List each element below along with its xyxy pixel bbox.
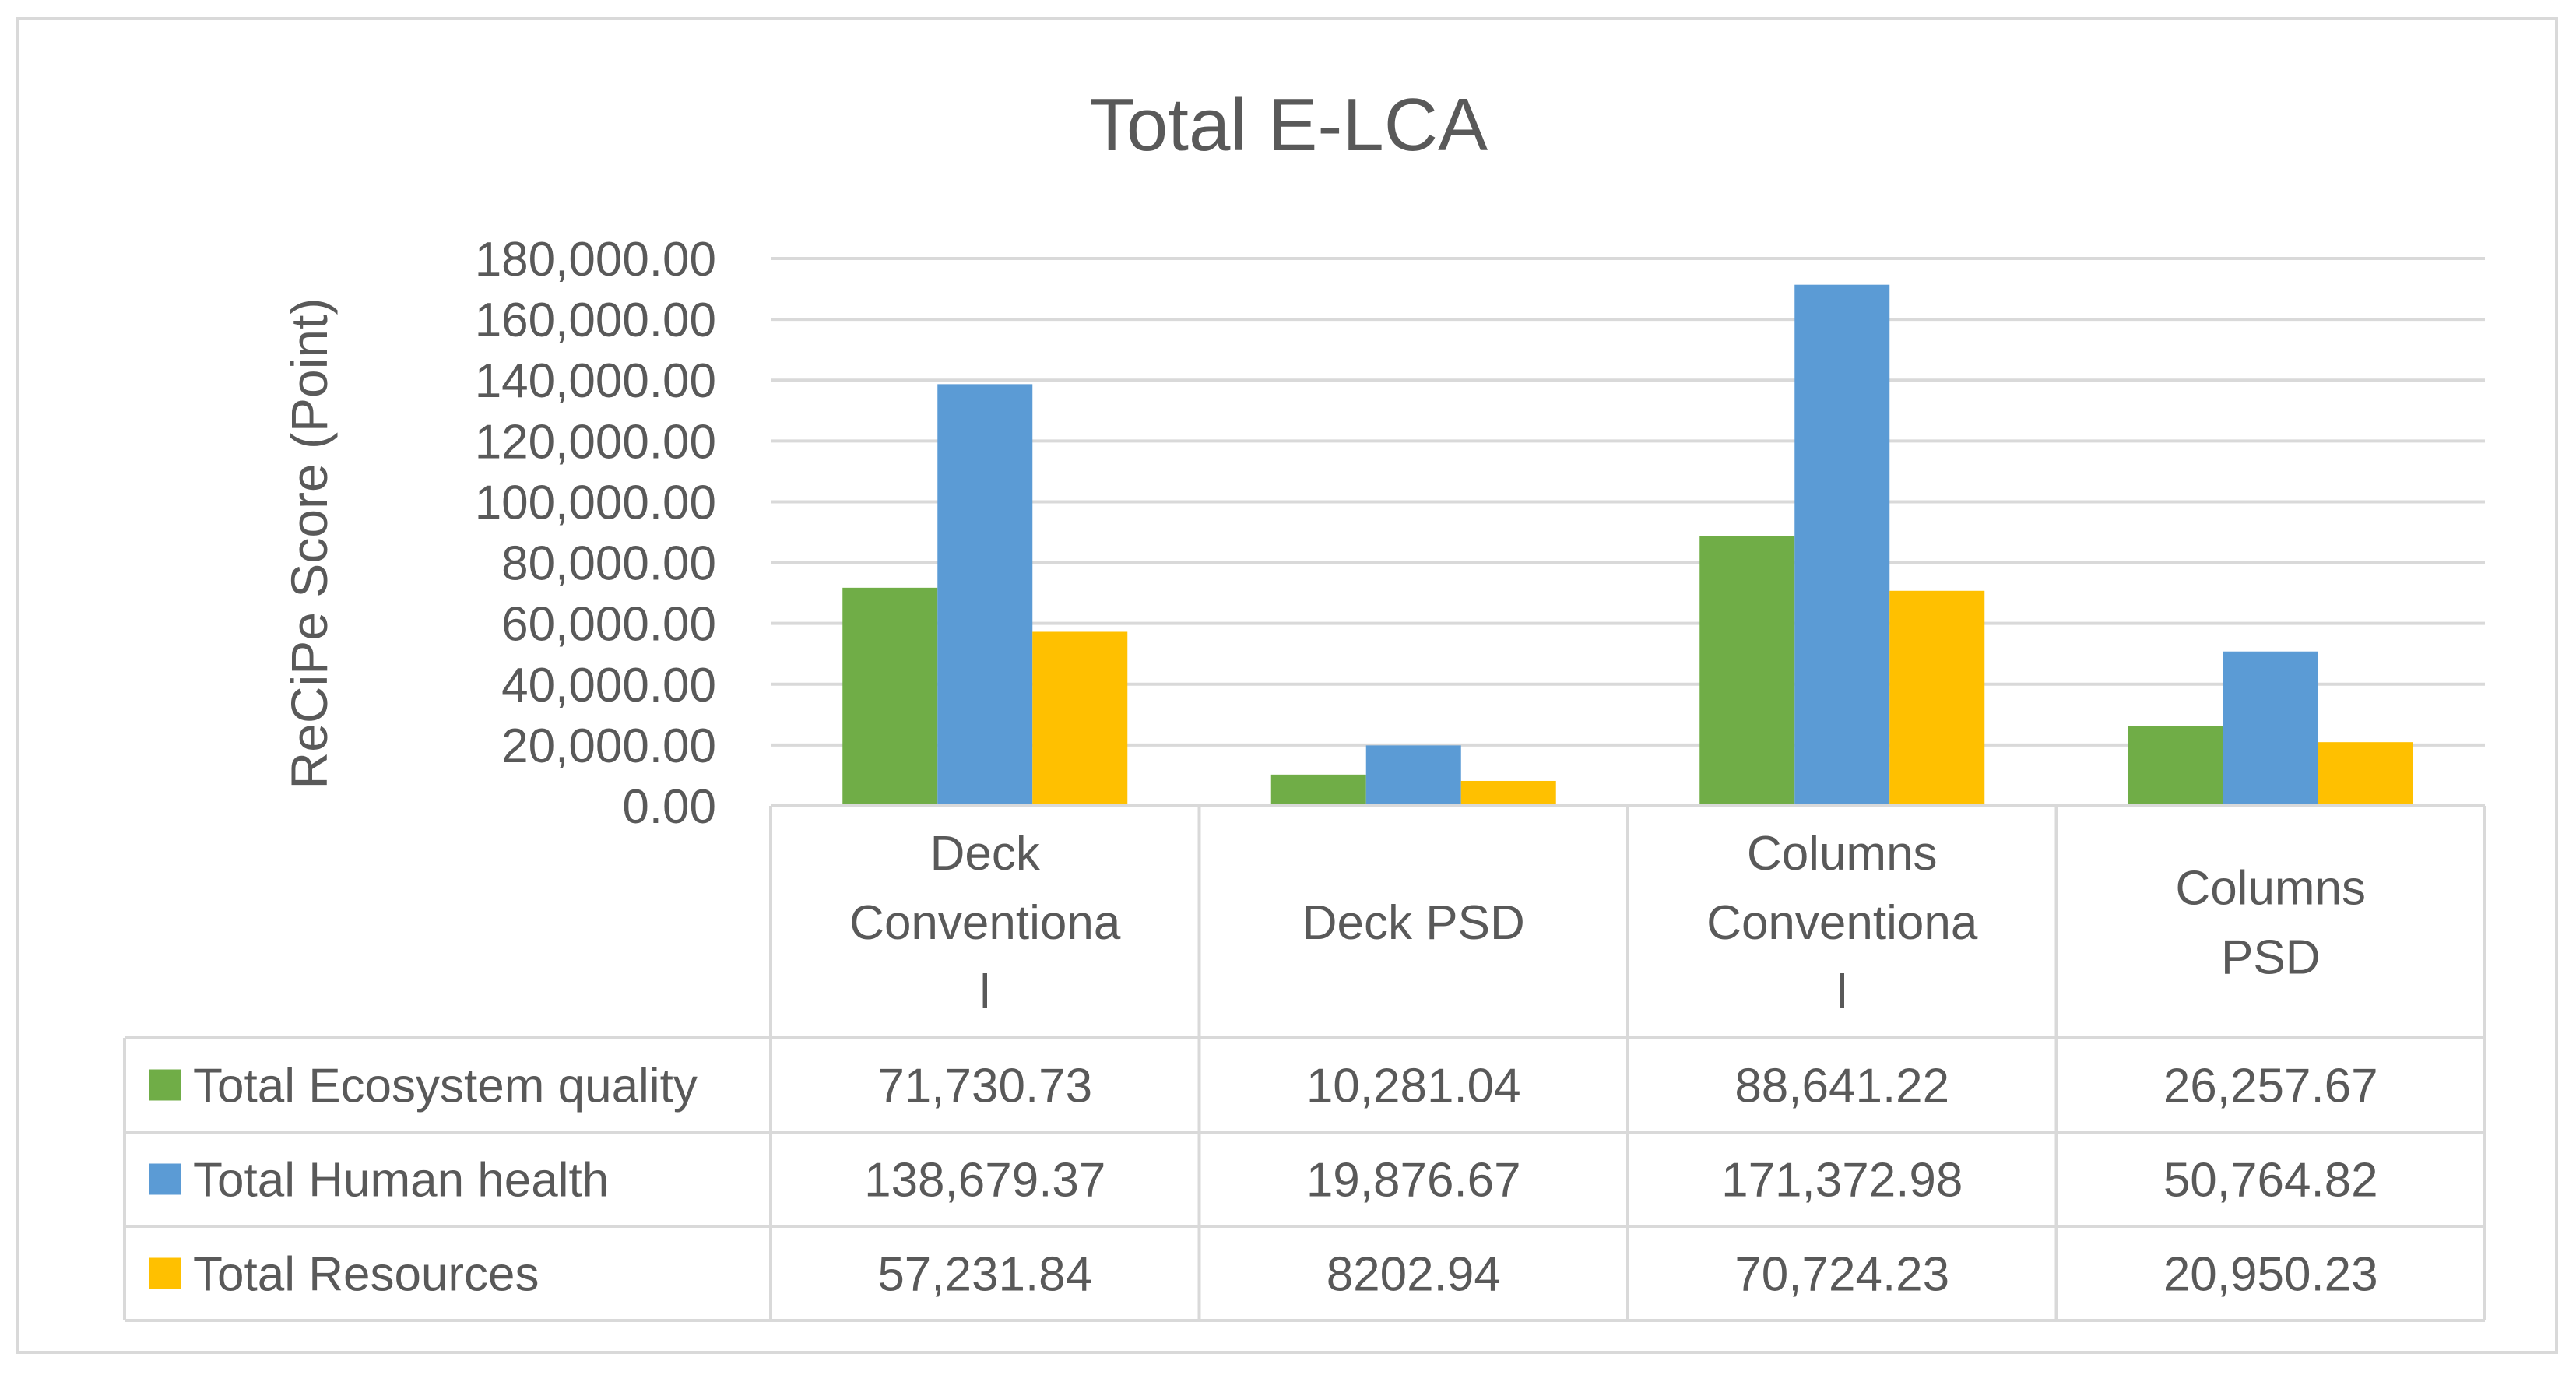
table-cell-value: 50,764.82 [2163, 1154, 2378, 1208]
bar-total-ecosystem-quality [842, 587, 938, 806]
y-tick-label: 160,000.00 [475, 294, 716, 347]
bar-total-human-health [1794, 284, 1890, 806]
bars [842, 284, 2413, 806]
bar-total-resources [1889, 590, 1985, 806]
bar-total-resources [1460, 780, 1556, 806]
bar-total-ecosystem-quality [1270, 774, 1366, 806]
table-cell-value: 71,730.73 [877, 1060, 1092, 1113]
legend-label: Total Human health [193, 1154, 609, 1208]
chart-title: Total E-LCA [1089, 83, 1488, 167]
y-tick-labels: 0.00 20,000.00 40,000.00 60,000.00 80,000.00… [475, 233, 716, 834]
bar-total-resources [2318, 742, 2413, 806]
table-cell-value: 57,231.84 [877, 1248, 1092, 1302]
y-tick-label: 40,000.00 [501, 659, 716, 712]
y-tick-label: 0.00 [622, 780, 716, 834]
category-label: Deck PSD [1302, 896, 1525, 950]
y-tick-label: 120,000.00 [475, 415, 716, 469]
legend-label: Total Resources [193, 1248, 539, 1302]
y-tick-label: 60,000.00 [501, 598, 716, 652]
y-axis-label: ReCiPe Score (Point) [280, 298, 338, 789]
bar-total-human-health [2223, 651, 2318, 806]
bar-total-ecosystem-quality [1699, 536, 1795, 806]
table-cell-value: 19,876.67 [1306, 1154, 1521, 1208]
category-label: Columns PSD [2175, 862, 2366, 985]
category-label: Columns Conventiona l [1706, 827, 1978, 1019]
legend-key-total-ecosystem-quality [149, 1069, 181, 1101]
table-cell-value: 10,281.04 [1306, 1060, 1521, 1113]
bar-total-resources [1032, 631, 1128, 806]
table-cell-value: 138,679.37 [864, 1154, 1105, 1208]
legend-label: Total Ecosystem quality [193, 1060, 698, 1113]
legend-key-total-human-health [149, 1163, 181, 1195]
y-tick-label: 80,000.00 [501, 537, 716, 591]
bar-total-ecosystem-quality [2128, 726, 2223, 806]
table-cell-value: 26,257.67 [2163, 1060, 2378, 1113]
y-tick-label: 100,000.00 [475, 476, 716, 529]
data-table: Deck Conventiona l Deck PSD Columns Conventio… [123, 804, 2486, 1322]
table-cell-value: 70,724.23 [1734, 1248, 1949, 1302]
bar-total-human-health [1365, 745, 1461, 806]
y-tick-label: 140,000.00 [475, 354, 716, 408]
table-cell-value: 88,641.22 [1734, 1060, 1949, 1113]
bar-total-human-health [937, 384, 1033, 806]
y-tick-label: 180,000.00 [475, 233, 716, 287]
legend-key-total-resources [149, 1257, 181, 1289]
category-label: Deck Conventiona l [849, 827, 1121, 1019]
table-cell-value: 8202.94 [1327, 1248, 1501, 1302]
y-tick-label: 20,000.00 [501, 719, 716, 773]
table-cell-value: 171,372.98 [1721, 1154, 1963, 1208]
table-cell-value: 20,950.23 [2163, 1248, 2378, 1302]
